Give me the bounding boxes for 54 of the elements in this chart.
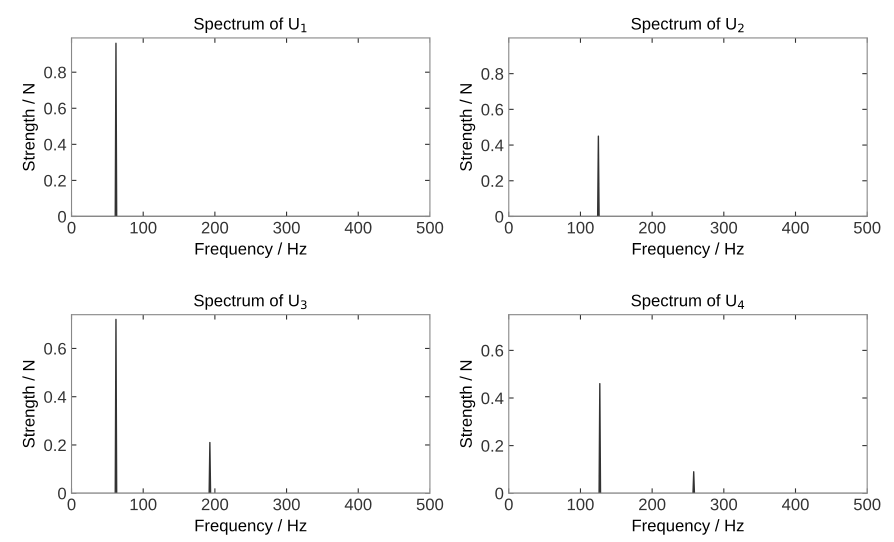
x-axis-title: Frequency / Hz: [196, 519, 306, 535]
y-axis-title: Strength / N: [460, 360, 476, 448]
x-tick-label: 400: [782, 498, 809, 510]
y-tick-label: 0.6: [481, 344, 504, 357]
x-tick-label: 0: [68, 498, 76, 510]
chart-title: Spectrum of U$_{3}$: [194, 294, 307, 310]
y-tick-label: 0: [495, 488, 504, 500]
x-tick-label: 0: [504, 222, 513, 234]
y-tick-label: 0.4: [44, 391, 66, 403]
y-tick-label: 0: [58, 210, 66, 223]
x-tick-label: 200: [202, 498, 228, 510]
x-tick-label: 500: [854, 222, 880, 234]
y-tick-label: 0.2: [481, 175, 504, 187]
chart-title: Spectrum of U$_{2}$: [631, 17, 744, 33]
chart-title: Spectrum of U$_{4}$: [631, 294, 744, 310]
x-tick-label: 0: [504, 498, 513, 510]
x-tick-label: 300: [710, 498, 738, 510]
y-tick-label: 0: [495, 210, 504, 223]
x-tick-label: 200: [639, 498, 666, 510]
y-tick-label: 0.2: [44, 439, 66, 452]
chart-title: Spectrum of U$_{1}$: [194, 17, 306, 33]
x-tick-label: 300: [273, 498, 300, 510]
x-tick-label: 200: [639, 222, 666, 234]
y-tick-label: 0.2: [44, 174, 66, 187]
x-tick-label: 500: [416, 498, 444, 510]
x-axis-title: Frequency / Hz: [632, 242, 744, 258]
x-tick-label: 200: [202, 222, 228, 234]
y-tick-label: 0.8: [481, 68, 504, 80]
x-tick-label: 400: [344, 222, 372, 234]
x-tick-label: 400: [344, 498, 372, 510]
y-tick-label: 0.6: [44, 102, 66, 114]
y-tick-label: 0.8: [44, 66, 66, 78]
x-tick-label: 400: [782, 222, 809, 234]
x-tick-label: 500: [854, 498, 880, 510]
y-tick-label: 0.6: [44, 342, 66, 355]
x-tick-label: 100: [568, 498, 594, 510]
y-axis-title: Strength / N: [22, 360, 38, 448]
x-tick-label: 300: [710, 222, 738, 234]
x-tick-label: 0: [68, 222, 76, 234]
x-tick-label: 100: [568, 222, 594, 234]
x-axis-title: Frequency / Hz: [632, 519, 744, 535]
y-tick-label: 0.4: [481, 139, 504, 152]
x-tick-label: 100: [130, 498, 156, 510]
x-tick-label: 300: [273, 222, 300, 234]
y-tick-label: 0: [58, 488, 66, 500]
y-tick-label: 0.2: [481, 440, 504, 452]
x-tick-label: 500: [416, 222, 444, 234]
x-axis-title: Frequency / Hz: [196, 242, 306, 258]
y-tick-label: 0.6: [481, 104, 504, 116]
y-axis-title: Strength / N: [22, 84, 38, 171]
y-tick-label: 0.4: [481, 392, 504, 404]
y-axis-title: Strength / N: [460, 84, 476, 171]
y-tick-label: 0.4: [44, 138, 66, 151]
x-tick-label: 100: [130, 222, 156, 234]
